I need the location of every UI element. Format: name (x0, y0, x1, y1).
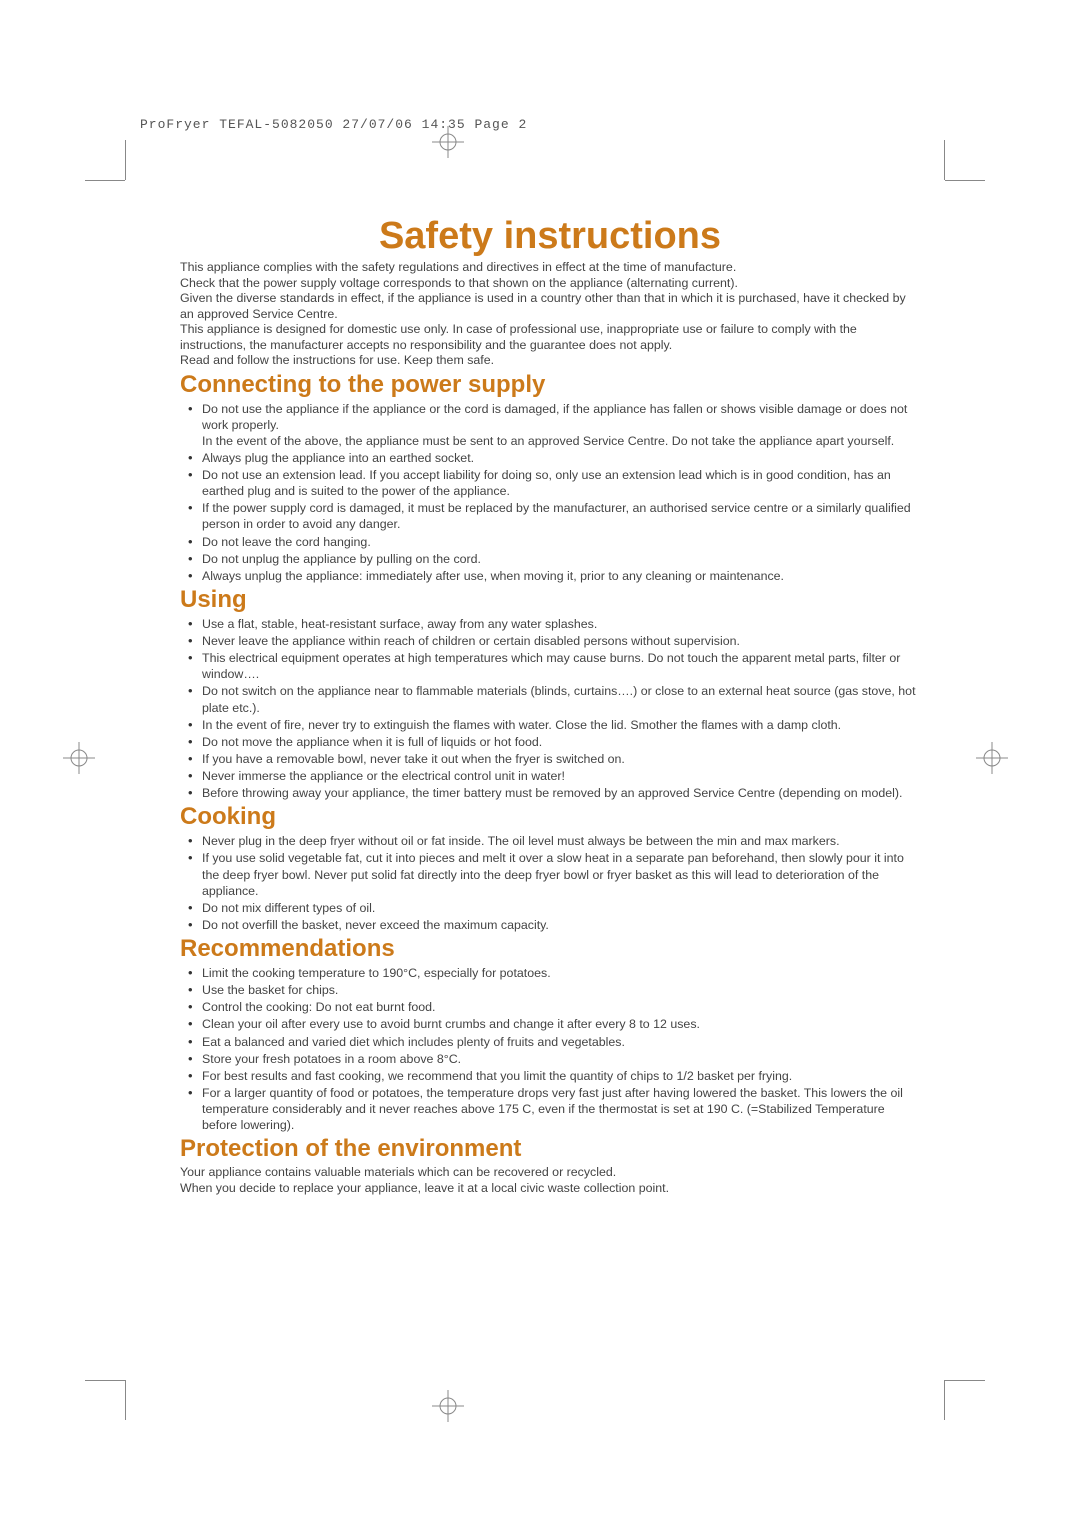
list-item: Do not use the appliance if the applianc… (202, 401, 920, 449)
list-item: Control the cooking: Do not eat burnt fo… (202, 999, 920, 1015)
register-mark-icon (976, 742, 1008, 774)
list-item: This electrical equipment operates at hi… (202, 650, 920, 682)
list-item: Store your fresh potatoes in a room abov… (202, 1051, 920, 1067)
section-list-using: Use a flat, stable, heat-resistant surfa… (180, 616, 920, 801)
intro-line: Read and follow the instructions for use… (180, 353, 920, 369)
crop-mark (945, 180, 985, 181)
intro-block: This appliance complies with the safety … (180, 260, 920, 369)
list-item: Never leave the appliance within reach o… (202, 633, 920, 649)
list-item: Do not unplug the appliance by pulling o… (202, 551, 920, 567)
list-item: Clean your oil after every use to avoid … (202, 1016, 920, 1032)
list-item: Limit the cooking temperature to 190°C, … (202, 965, 920, 981)
list-item: Do not switch on the appliance near to f… (202, 683, 920, 715)
list-item: Do not move the appliance when it is ful… (202, 734, 920, 750)
outro-block: Your appliance contains valuable materia… (180, 1165, 920, 1196)
crop-mark (125, 1380, 126, 1420)
list-item: Use a flat, stable, heat-resistant surfa… (202, 616, 920, 632)
list-item: If the power supply cord is damaged, it … (202, 500, 920, 532)
crop-mark (85, 1380, 125, 1381)
crop-mark (944, 140, 945, 180)
list-item: Eat a balanced and varied diet which inc… (202, 1034, 920, 1050)
section-list-cooking: Never plug in the deep fryer without oil… (180, 833, 920, 933)
print-slug: ProFryer TEFAL-5082050 27/07/06 14:35 Pa… (140, 117, 527, 132)
list-item: Do not mix different types of oil. (202, 900, 920, 916)
page-title: Safety instructions (180, 215, 920, 258)
list-item: For best results and fast cooking, we re… (202, 1068, 920, 1084)
list-item: Use the basket for chips. (202, 982, 920, 998)
section-heading-using: Using (180, 586, 920, 614)
print-slug-area: ProFryer TEFAL-5082050 27/07/06 14:35 Pa… (140, 115, 950, 133)
crop-mark (944, 1380, 945, 1420)
list-item: For a larger quantity of food or potatoe… (202, 1085, 920, 1133)
register-mark-icon (63, 742, 95, 774)
register-mark-icon (432, 1390, 464, 1422)
register-mark-icon (432, 126, 464, 158)
list-item: In the event of fire, never try to extin… (202, 717, 920, 733)
crop-mark (125, 140, 126, 180)
intro-line: Check that the power supply voltage corr… (180, 276, 920, 292)
intro-line: This appliance complies with the safety … (180, 260, 920, 276)
list-item: Do not use an extension lead. If you acc… (202, 467, 920, 499)
list-item: Do not leave the cord hanging. (202, 534, 920, 550)
section-list-connecting: Do not use the appliance if the applianc… (180, 401, 920, 584)
crop-mark (85, 180, 125, 181)
section-heading-connecting: Connecting to the power supply (180, 371, 920, 399)
crop-mark (945, 1380, 985, 1381)
section-list-recommendations: Limit the cooking temperature to 190°C, … (180, 965, 920, 1133)
list-item: Before throwing away your appliance, the… (202, 785, 920, 801)
intro-line: Given the diverse standards in effect, i… (180, 291, 920, 322)
intro-line: This appliance is designed for domestic … (180, 322, 920, 353)
list-item: Never immerse the appliance or the elect… (202, 768, 920, 784)
list-item: Do not overfill the basket, never exceed… (202, 917, 920, 933)
section-heading-protection: Protection of the environment (180, 1135, 920, 1163)
section-heading-recommendations: Recommendations (180, 935, 920, 963)
list-item: If you use solid vegetable fat, cut it i… (202, 850, 920, 898)
section-heading-cooking: Cooking (180, 803, 920, 831)
list-item: If you have a removable bowl, never take… (202, 751, 920, 767)
list-item: Always unplug the appliance: immediately… (202, 568, 920, 584)
outro-line: When you decide to replace your applianc… (180, 1181, 920, 1197)
list-item: Never plug in the deep fryer without oil… (202, 833, 920, 849)
list-item: Always plug the appliance into an earthe… (202, 450, 920, 466)
document-body: Safety instructions This appliance compl… (180, 215, 920, 1196)
outro-line: Your appliance contains valuable materia… (180, 1165, 920, 1181)
